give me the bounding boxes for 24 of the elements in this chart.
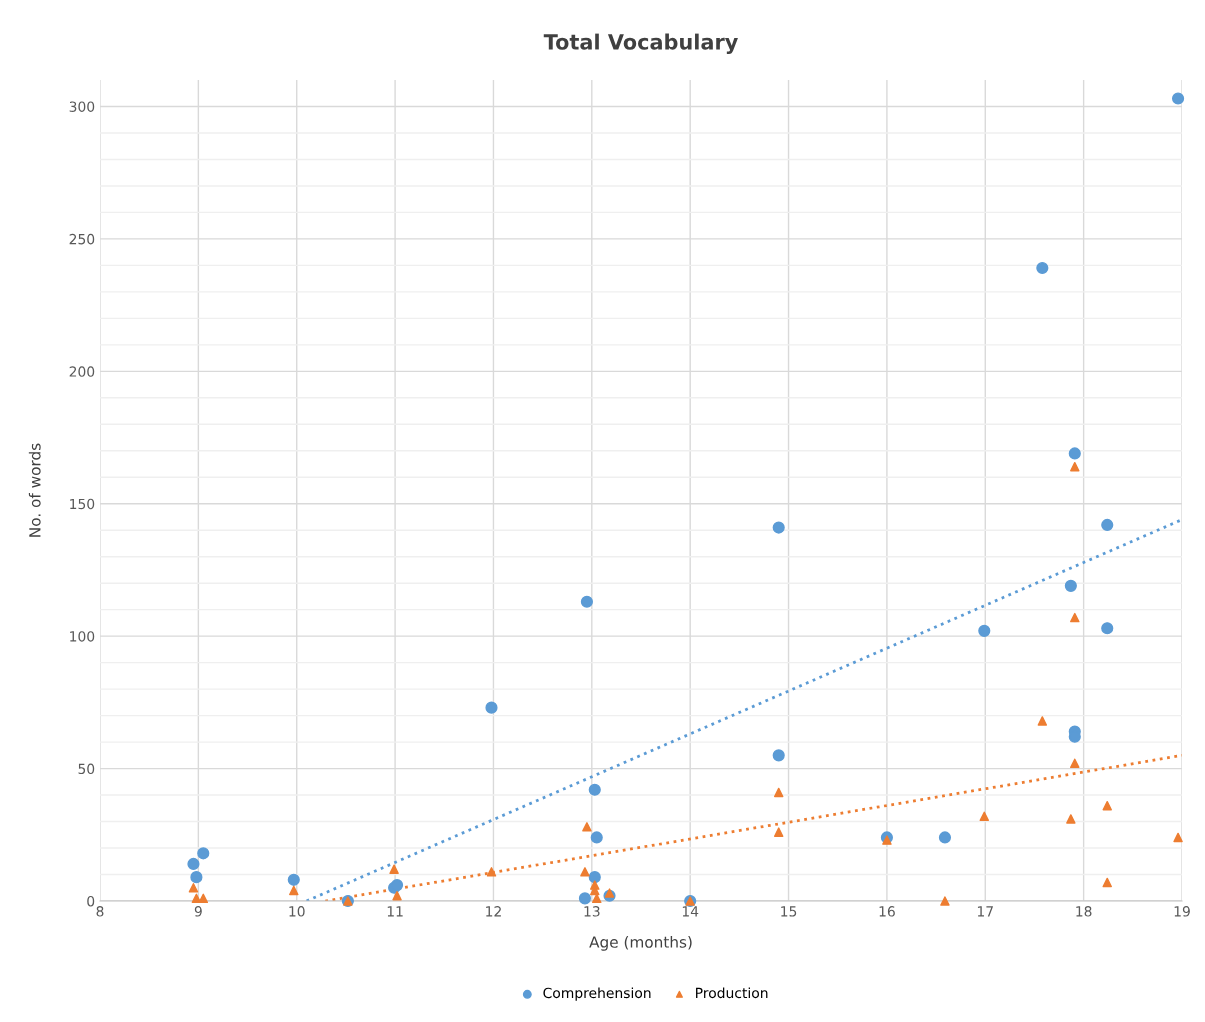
x-tick-label: 17 (977, 906, 993, 917)
y-tick-label: 50 (78, 763, 95, 775)
x-tick-label: 10 (289, 906, 305, 917)
y-tick-label: 250 (69, 233, 95, 245)
chart-title: Total Vocabulary (543, 33, 738, 54)
y-tick-label: 0 (87, 895, 95, 907)
y-tick-label: 150 (70, 498, 95, 510)
x-tick-label: 8 (96, 906, 104, 917)
y-tick-label: 200 (69, 366, 95, 377)
x-tick-label: 11 (387, 906, 403, 917)
x-tick-label: 12 (486, 906, 501, 917)
x-tick-label: 14 (682, 906, 699, 917)
x-tick-label: 9 (194, 906, 202, 917)
x-tick-label: 13 (584, 906, 600, 917)
x-tick-label: 16 (879, 906, 895, 917)
x-axis-title: Age (months) (589, 935, 692, 951)
y-axis-title: No. of words (28, 443, 41, 537)
legend-label: Production (696, 987, 768, 999)
y-tick-label: 300 (69, 101, 95, 112)
legend-label: Comprehension (543, 987, 651, 1001)
x-tick-label: 19 (1174, 906, 1190, 917)
y-tick-label: 100 (70, 631, 95, 642)
x-tick-label: 15 (781, 906, 797, 917)
x-tick-label: 18 (1076, 906, 1092, 917)
